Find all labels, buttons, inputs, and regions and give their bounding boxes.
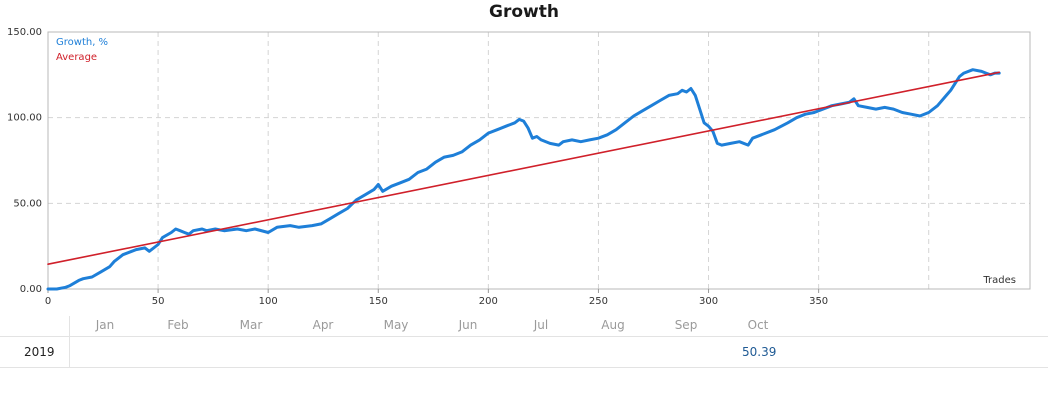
x-tick-label: 50 xyxy=(152,296,165,307)
plot-frame xyxy=(47,31,1031,290)
month-header-may: May xyxy=(383,318,409,332)
x-tick-label: 250 xyxy=(589,296,608,307)
y-tick-label: 150.00 xyxy=(7,27,42,38)
month-header-jul: Jul xyxy=(533,318,549,332)
month-header-jan: Jan xyxy=(95,318,115,332)
month-header-apr: Apr xyxy=(312,318,334,332)
month-header-jun: Jun xyxy=(458,318,478,332)
chart-grid xyxy=(48,32,1030,289)
growth-chart: 0.00 50.00 100.00 150.00 0 50 100 150 200 250 300… xyxy=(7,27,1031,307)
months-header-row: Jan Feb Mar Apr May Jun Jul Aug Sep Oct xyxy=(70,313,1048,335)
month-row-divider xyxy=(69,316,70,336)
x-tick-label: 100 xyxy=(259,296,278,307)
series-layer xyxy=(46,68,1001,291)
average-series-line xyxy=(47,71,1001,266)
y-tick-label: 50.00 xyxy=(13,198,42,209)
legend-average: Average xyxy=(56,52,97,63)
x-tick-label: 350 xyxy=(809,296,828,307)
year-total-value[interactable]: 50.39 xyxy=(742,345,777,359)
month-header-mar: Mar xyxy=(239,318,263,332)
month-header-sep: Sep xyxy=(674,318,698,332)
year-row: 2019 50.39 xyxy=(0,336,1048,368)
x-axis-label: Trades xyxy=(982,275,1016,286)
year-row-divider xyxy=(69,337,70,367)
x-axis: 0 50 100 150 200 250 300 350 xyxy=(45,289,828,307)
legend-growth: Growth, % xyxy=(56,37,108,48)
x-tick-label: 300 xyxy=(699,296,718,307)
month-header-oct: Oct xyxy=(747,318,769,332)
x-tick-label: 150 xyxy=(369,296,388,307)
x-tick-label: 0 xyxy=(45,296,51,307)
month-header-feb: Feb xyxy=(167,318,189,332)
y-tick-label: 100.00 xyxy=(7,113,42,124)
y-tick-label: 0.00 xyxy=(20,284,42,295)
year-label: 2019 xyxy=(24,345,55,359)
chart-legend: Growth, % Average xyxy=(56,37,108,63)
x-tick-label: 200 xyxy=(479,296,498,307)
chart-title: Growth xyxy=(489,2,559,22)
y-axis: 0.00 50.00 100.00 150.00 xyxy=(7,27,42,295)
month-header-aug: Aug xyxy=(601,318,625,332)
growth-series-line xyxy=(46,68,1001,291)
